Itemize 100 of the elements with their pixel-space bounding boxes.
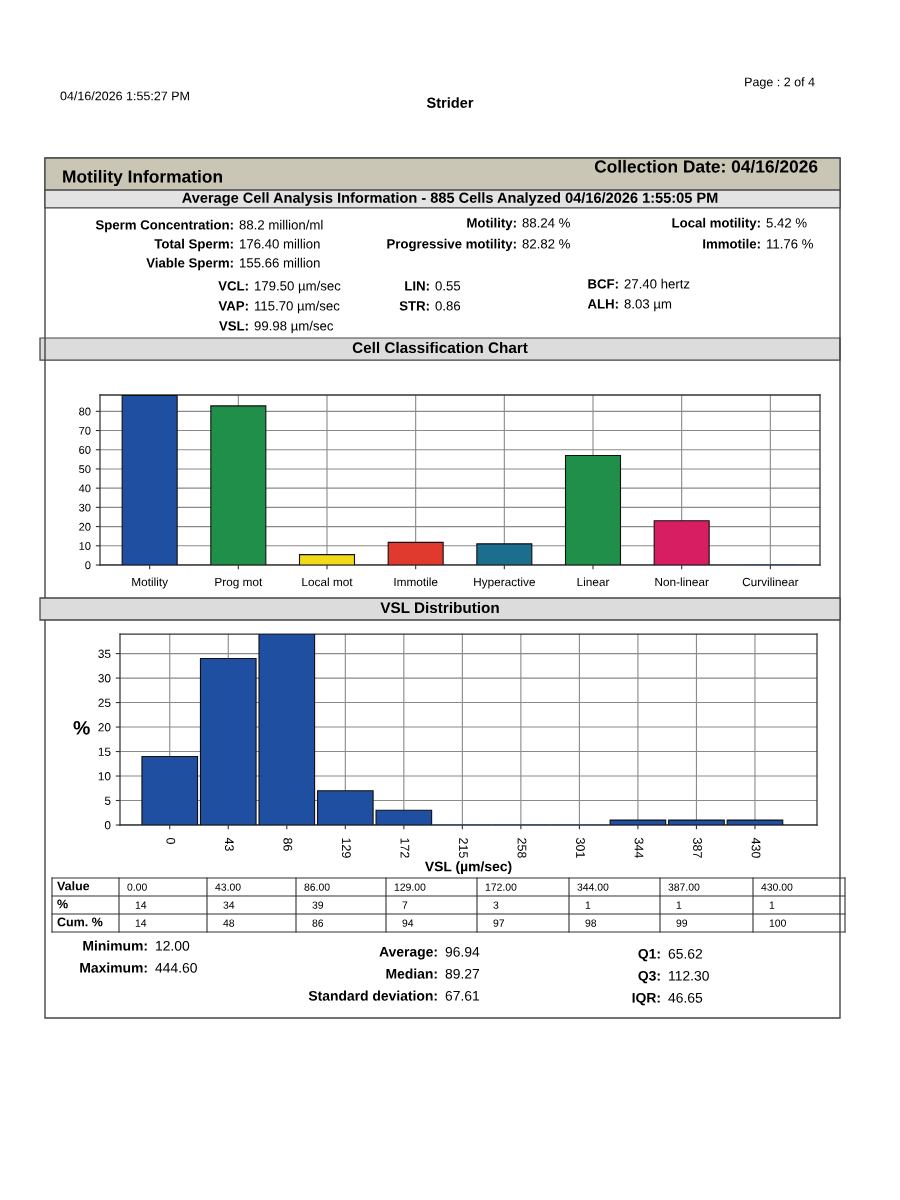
text: 100 [769,919,786,927]
x-tick-label: 430 [751,837,761,858]
text: 5.42 % [766,218,807,228]
x-tick-label: Linear [577,577,610,587]
y-tick-label: 0 [85,561,91,570]
x-tick-label: Hyperactive [474,577,535,589]
x-tick-label: 258 [517,838,527,858]
y-tick-label: 5 [104,796,111,805]
chart-title: Cell Classification Chart [352,341,528,354]
x-tick-label: 86 [283,838,293,851]
text: Progressive motility: [387,238,516,252]
y-tick-label: 80 [79,407,91,416]
text: 34 [223,901,235,909]
text: 48 [223,919,235,927]
text: ALH: [587,299,618,309]
text: 88.24 % [522,218,570,228]
text: BCF: [588,279,618,289]
bar [653,520,710,565]
text: 86 [312,919,324,927]
text: 155.66 million [240,257,320,268]
text: 129.00 [394,883,426,891]
text: 96.94 [445,946,480,957]
text: 3 [493,901,499,909]
bar [668,819,725,825]
x-tick-label: Non-linear [655,577,709,587]
text: 0.00 [127,883,147,891]
text: 430.00 [761,883,793,891]
text: 99.98 µm/sec [254,320,334,334]
bar [141,755,199,825]
text: Total Sperm: [154,238,233,252]
y-tick-label: 10 [79,542,91,550]
text: Q3: [638,970,660,984]
x-tick-label: Motility [132,577,168,589]
text: 1 [769,901,775,909]
x-tick-label: Prog mot [215,577,263,589]
text: 65.62 [668,948,703,959]
text: IQR: [632,992,660,1006]
bar [476,543,533,565]
text: 7 [402,901,408,909]
text: VCL: [218,281,248,291]
bar [564,454,622,565]
text: 97 [493,919,505,927]
x-tick-label: Local mot [302,577,353,587]
x-tick-label: 172 [400,838,410,858]
y-axis-title: % [73,721,90,735]
y-tick-label: 25 [98,698,111,707]
y-tick-label: 10 [98,772,111,781]
text: Motility: [467,217,516,231]
x-tick-label: Curvilinear [742,577,799,587]
y-tick-label: 70 [79,426,91,435]
y-tick-label: 40 [78,484,91,493]
text: 444.60 [155,962,197,973]
y-tick-label: 20 [79,522,91,531]
text: 8.03 µm [624,299,672,312]
text: 88.2 million/ml [239,219,323,230]
bar [387,541,444,565]
bar [726,819,784,825]
x-tick-label: Immotile [394,577,438,587]
text: 43.00 [215,883,241,891]
chart-title: VSL Distribution [380,601,499,614]
text: Average: [379,946,437,960]
text: Q1: [638,948,660,962]
text: 176.40 million [240,238,320,249]
text: VSL: [219,321,248,331]
y-tick-label: 30 [79,503,91,512]
text: 1 [585,901,591,909]
x-tick-label: 387 [693,837,702,858]
bar [121,395,178,565]
text: 89.27 [445,968,480,979]
text: 11.76 % [767,239,813,249]
y-tick-label: 50 [79,465,91,474]
text: 115.70 µm/sec [255,300,340,314]
bar [298,554,356,565]
x-tick-label: 43 [224,837,234,851]
x-tick-label: 129 [341,838,351,858]
text: LIN: [405,281,429,291]
text: 82.82 % [522,239,570,249]
text: 94 [402,919,414,927]
x-tick-label: 344 [634,837,644,858]
text: 98 [585,919,597,927]
text: Median: [386,968,437,979]
bar [609,819,667,825]
text: 0.55 [435,281,461,291]
text: Standard deviation: [308,990,437,1001]
y-tick-label: 60 [79,446,91,454]
x-tick-label: 0 [166,837,176,844]
text: STR: [399,301,429,311]
text: Average Cell Analysis Information - 885 Cells Analyzed 04/16/2026 1:55:05 PM [182,192,718,206]
bar [210,405,267,565]
text: VAP: [218,301,248,311]
text: 172.00 [485,883,517,891]
text: 86.00 [304,883,330,891]
text: % [57,899,68,909]
text: 99 [676,919,688,927]
text: 387.00 [668,883,700,891]
text: Immotile: [703,238,760,249]
text: 14 [135,901,147,909]
text: Motility Information [63,169,222,187]
text: Sperm Concentration: [95,219,233,233]
text: Strider [426,97,474,108]
